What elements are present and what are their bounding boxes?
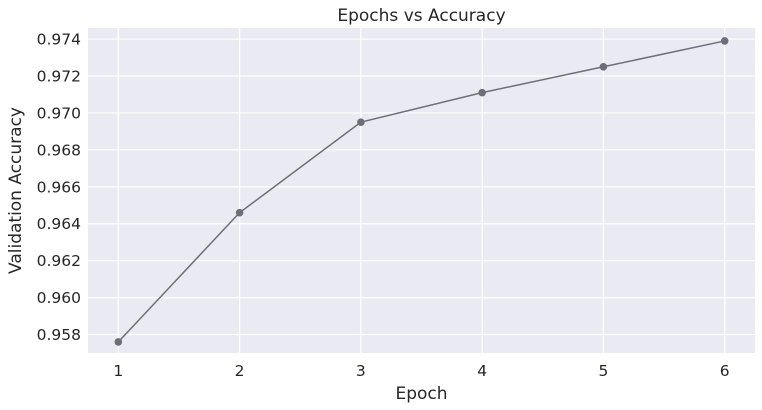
- y-tick-label: 0.962: [37, 252, 81, 270]
- y-tick-label: 0.970: [37, 104, 81, 122]
- data-point: [114, 338, 123, 346]
- x-axis-label: Epoch: [395, 384, 447, 404]
- chart-title: Epochs vs Accuracy: [337, 6, 505, 26]
- x-tick-label: 3: [356, 362, 366, 380]
- y-tick-labels: 0.958 0.960 0.962 0.964 0.966 0.968 0.970 0.972…: [37, 31, 81, 344]
- y-axis-label: Validation Accuracy: [6, 107, 26, 274]
- y-tick-label: 0.974: [37, 31, 81, 49]
- data-point: [720, 37, 729, 45]
- x-tick-label: 1: [113, 362, 123, 380]
- x-tick-label: 5: [598, 362, 608, 380]
- x-tick-label: 2: [235, 362, 245, 380]
- x-gridlines: [117, 28, 726, 353]
- y-tick-label: 0.964: [37, 215, 81, 233]
- data-point: [599, 62, 608, 71]
- y-tick-label: 0.972: [37, 68, 81, 86]
- y-tick-label: 0.960: [37, 289, 81, 307]
- plot-area: [88, 28, 755, 353]
- y-gridlines: [88, 38, 755, 336]
- data-point: [357, 118, 365, 126]
- series-line: [117, 40, 725, 343]
- y-tick-label: 0.958: [37, 326, 81, 344]
- y-tick-label: 0.968: [37, 141, 81, 159]
- x-tick-label: 6: [720, 362, 730, 380]
- series-layer: [114, 37, 729, 346]
- data-point: [478, 88, 486, 97]
- data-point: [235, 208, 244, 217]
- x-tick-label: 4: [477, 362, 487, 380]
- y-tick-label: 0.966: [37, 178, 81, 196]
- x-tick-labels: 1 2 3 4 5 6: [113, 362, 729, 380]
